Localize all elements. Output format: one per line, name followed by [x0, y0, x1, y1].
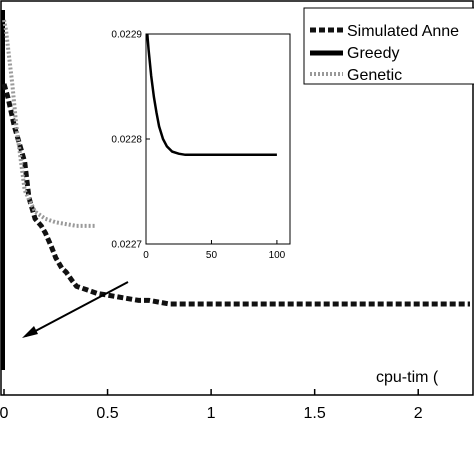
legend: Simulated Anne Greedy Genetic [303, 7, 474, 85]
arrow-shaft [25, 281, 129, 337]
x-axis-label: cpu-tim ( [376, 369, 439, 386]
inset-series-line-0 [146, 33, 277, 157]
inset-x-tick-label: 0 [143, 250, 149, 261]
inset-y-tick-label: 0.0228 [111, 135, 142, 146]
inset-plot: 0 50 100 0.0227 0.0228 0.0229 [111, 30, 291, 262]
inset-y-tick-label: 0.0229 [111, 30, 142, 41]
x-tick-label: 0 [0, 405, 9, 422]
legend-label-greedy: Greedy [347, 45, 399, 62]
x-tick-label: 1.5 [304, 405, 326, 422]
legend-label-simulated: Simulated Anne [347, 23, 459, 40]
inset-y-tick-label: 0.0227 [111, 240, 142, 251]
inset-x-tick-label: 50 [206, 250, 218, 261]
arrow-annotation [22, 281, 129, 338]
x-tick-label: 1 [207, 405, 216, 422]
inset-series-group [146, 33, 277, 157]
arrow-head [22, 326, 38, 338]
legend-label-genetic: Genetic [347, 67, 402, 84]
series-line-1 [2, 19, 96, 228]
legend-item-greedy: Greedy [310, 45, 399, 62]
inset-ticks: 0 50 100 0.0227 0.0228 0.0229 [111, 30, 285, 262]
x-tick-label: 0.5 [96, 405, 118, 422]
main-series-group [1, 19, 470, 307]
legend-item-genetic: Genetic [310, 67, 402, 84]
main-x-ticks: 0 0.5 1 1.5 2 [0, 389, 423, 422]
legend-box [303, 7, 474, 85]
inset-axes-frame [145, 33, 291, 245]
x-tick-label: 2 [414, 405, 423, 422]
series-line-0 [1, 83, 470, 307]
inset-x-tick-label: 100 [269, 250, 286, 261]
legend-item-simulated: Simulated Anne [310, 23, 459, 40]
